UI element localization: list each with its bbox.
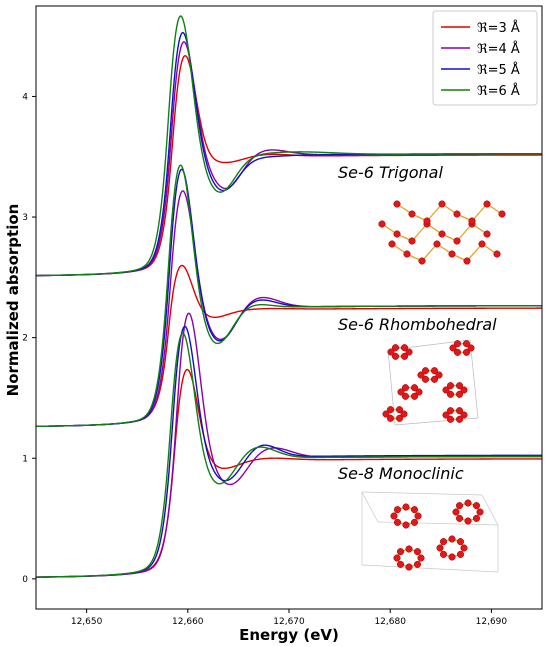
x-tick-label: 12,690: [476, 617, 508, 627]
rhombohedral-structure-illustration: [382, 340, 475, 423]
structure-illustrations: [361, 200, 506, 573]
panel-label-monoclinic: Se-8 Monoclinic: [338, 464, 464, 483]
y-axis-title: Normalized absorption: [4, 204, 22, 397]
y-tick-label: 0: [22, 575, 28, 585]
y-tick-label: 1: [22, 454, 28, 464]
legend: ℜ=3 Å ℜ=4 Å ℜ=5 Å ℜ=6 Å: [432, 10, 538, 106]
x-tick-label: 12,670: [273, 617, 305, 627]
series-line-panel0-r6: [35, 332, 542, 578]
x-axis-title: Energy (eV): [239, 626, 339, 644]
monoclinic-structure-illustration: [390, 499, 484, 571]
panel-label-trigonal: Se-6 Trigonal: [338, 163, 443, 182]
series-line-panel1-r6: [35, 164, 543, 428]
axis-ticks: 12,650 12,660 12,670 12,680 12,690 0 1 2 3 4: [22, 92, 507, 627]
y-tick-label: 2: [22, 334, 28, 344]
panel-label-rhombohedral: Se-6 Rhombohedral: [338, 315, 497, 334]
series-line-panel0-r5: [35, 325, 542, 578]
trigonal-structure-illustration: [378, 200, 506, 265]
legend-label-r4: ℜ=4 Å: [477, 41, 520, 57]
legend-label-r5: ℜ=5 Å: [477, 62, 520, 78]
y-tick-label: 3: [22, 213, 28, 223]
legend-label-r6: ℜ=6 Å: [477, 83, 520, 99]
x-tick-label: 12,680: [374, 617, 406, 627]
x-tick-label: 12,650: [71, 617, 103, 627]
legend-box: [432, 10, 538, 106]
x-tick-label: 12,660: [172, 617, 204, 627]
series-line-panel2-r6: [35, 15, 543, 277]
series-lines: [35, 15, 543, 578]
y-tick-label: 4: [22, 92, 28, 102]
legend-label-r3: ℜ=3 Å: [477, 20, 520, 36]
